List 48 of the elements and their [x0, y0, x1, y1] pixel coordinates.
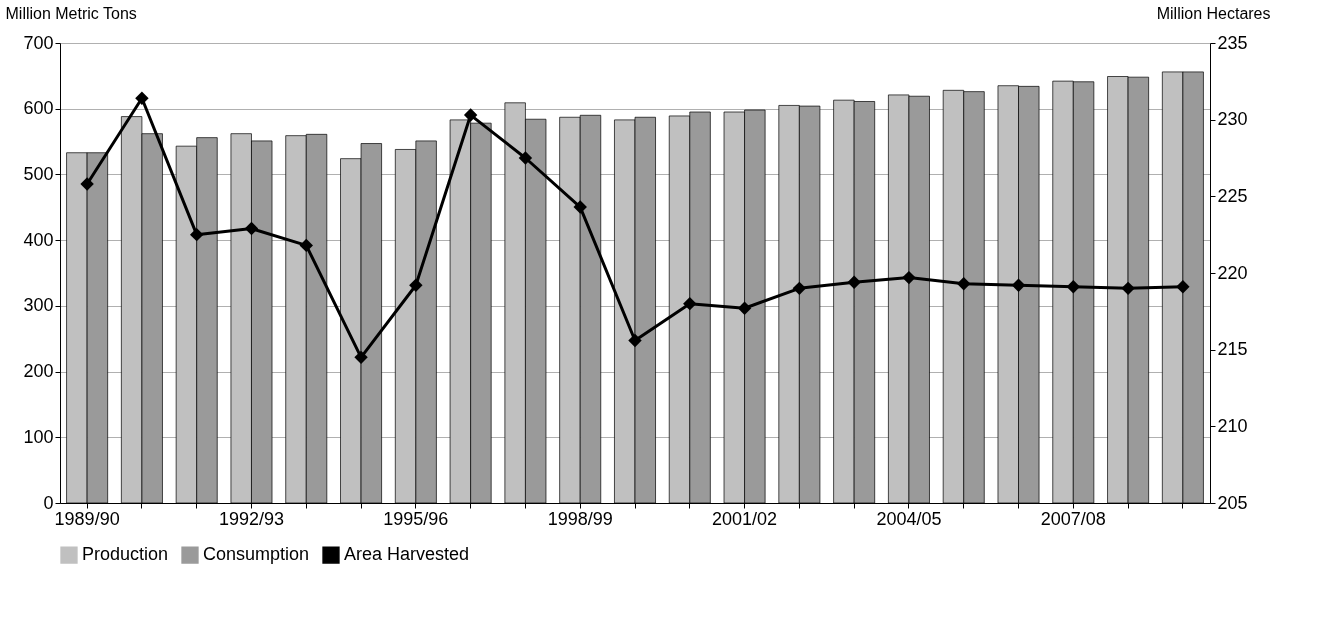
y-tick-label: 400 — [23, 229, 54, 250]
point — [299, 238, 313, 253]
point — [902, 270, 916, 285]
y-tick-label: 200 — [23, 361, 54, 382]
y-tick-label: 500 — [23, 163, 54, 184]
point — [957, 277, 971, 291]
x-tick-label: 1995/96 — [383, 508, 449, 529]
x-tick-label: 2001/02 — [712, 508, 778, 529]
point — [573, 200, 587, 214]
point — [1121, 281, 1135, 296]
point — [683, 296, 697, 311]
x-tick-label: 2004/05 — [876, 508, 942, 529]
point — [189, 227, 204, 242]
point — [409, 278, 423, 292]
point — [135, 91, 149, 105]
legend-label: Production — [82, 544, 169, 565]
x-tick-label: 1998/99 — [547, 508, 613, 529]
point — [244, 221, 259, 236]
y2-tick-label: 220 — [1217, 262, 1248, 283]
x-tick-label: 1992/93 — [218, 508, 285, 529]
point — [354, 350, 368, 365]
y2-tick-label: 205 — [1217, 492, 1248, 513]
y2-tick-label: 225 — [1217, 185, 1248, 206]
point — [737, 301, 752, 315]
legend-label: Consumption — [203, 544, 310, 565]
y-tick-label: 700 — [23, 32, 54, 53]
y-tick-label: 100 — [23, 426, 54, 447]
y-tick-label: 0 — [43, 492, 54, 513]
y2-tick-label: 215 — [1217, 339, 1248, 360]
legend-label: Area Harvested — [344, 544, 470, 565]
y-axis-title: Million Metric Tons — [5, 4, 137, 22]
y-tick-label: 600 — [23, 98, 54, 119]
point — [628, 333, 642, 348]
x-tick-label: 1989/90 — [54, 508, 120, 529]
y2-tick-label: 235 — [1217, 32, 1248, 53]
y2-tick-label: 210 — [1217, 415, 1248, 436]
y2-tick-label: 230 — [1217, 109, 1248, 130]
point — [80, 177, 94, 191]
y-tick-label: 300 — [23, 295, 54, 316]
point — [792, 281, 807, 296]
point — [1011, 278, 1026, 292]
point — [847, 275, 861, 289]
point — [518, 151, 533, 165]
point — [463, 108, 478, 122]
point — [1176, 280, 1190, 294]
point — [1066, 280, 1081, 294]
y2-axis-title: Million Hectares — [1156, 4, 1271, 22]
x-tick-label: 2007/08 — [1040, 508, 1106, 529]
